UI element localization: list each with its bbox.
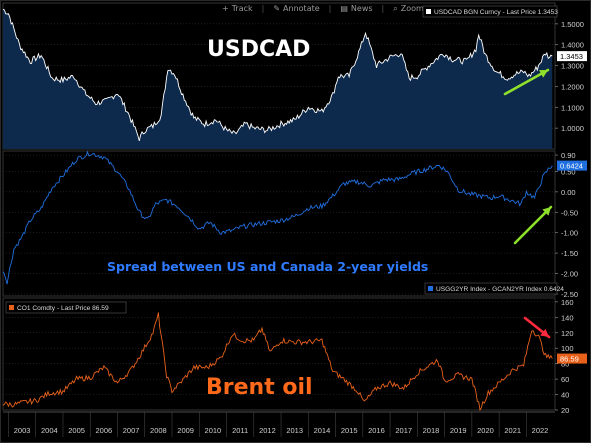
legend-label: USDCAD BGN Curncy - Last Price 1.3453 <box>434 9 558 16</box>
chart-toolbar: + Track | ✎ Annotate | ▤ News | ⌕ Zoom <box>222 2 424 15</box>
last-price-tag-label: 86.59 <box>560 355 579 364</box>
panel-3: 160 140 120 100 80 60 40 20 86.59 CO1 Comdty - La… <box>2 297 587 415</box>
zoom-button[interactable]: ⌕ Zoom <box>393 3 424 14</box>
spread-title: Spread between US and Canada 2-year yiel… <box>107 259 428 274</box>
crosshair-icon: + <box>222 4 229 13</box>
x-tick-label: 2005 <box>68 426 85 435</box>
x-tick-label: 2013 <box>286 426 303 435</box>
y-tick-label: 120 <box>561 329 574 338</box>
x-tick-label: 2015 <box>341 426 358 435</box>
legend-label: USGG2YR Index - GCAN2YR Index 0.6424 <box>436 286 564 293</box>
y-tick-label: 1.2000 <box>561 82 584 91</box>
brent-down-arrow <box>523 316 551 339</box>
toolbar-divider: | <box>328 4 332 13</box>
x-tick-label: 2021 <box>504 426 521 435</box>
x-tick-label: 2007 <box>123 426 140 435</box>
news-icon: ▤ <box>340 4 348 13</box>
x-tick-label: 2020 <box>477 426 494 435</box>
last-price-tag-label: 1.3453 <box>560 52 583 61</box>
y-tick-label: -1.00 <box>561 229 578 238</box>
y-tick-label: 0.90 <box>561 151 576 160</box>
y-tick-label: 1.0000 <box>561 124 584 133</box>
brent-series-line <box>2 312 553 412</box>
spread-up-arrow <box>513 205 553 245</box>
x-tick-label: 2017 <box>395 426 412 435</box>
y-tick-label: 1.1000 <box>561 103 584 112</box>
x-tick-label: 2008 <box>150 426 167 435</box>
y-tick-label: 40 <box>561 391 569 400</box>
panel-border <box>2 150 556 297</box>
y-tick-label: -1.50 <box>561 249 578 258</box>
x-tick-label: 2012 <box>259 426 276 435</box>
news-button[interactable]: ▤ News <box>340 4 373 13</box>
y-tick-label: 1.5000 <box>561 20 584 29</box>
pencil-icon: ✎ <box>273 4 281 13</box>
magnifier-icon: ⌕ <box>393 3 398 13</box>
panel-2: 0.90 0.50 0.00 -0.50 -1.00 -1.50 -2.00 -2.50 0.6… <box>2 150 587 299</box>
x-axis: 2003 2004 2005 2006 2007 2008 2009 2010 2011 2012… <box>3 411 555 437</box>
legend-box <box>5 301 127 314</box>
y-tick-label: 100 <box>561 344 574 353</box>
last-price-tag <box>557 51 587 62</box>
usdcad-area-fill <box>3 9 553 149</box>
usdcad-up-arrow <box>503 68 550 96</box>
y-tick-label: 140 <box>561 313 574 322</box>
legend-swatch <box>428 286 433 291</box>
x-tick-label: 2019 <box>450 426 467 435</box>
y-tick-label: 1.4000 <box>561 41 584 50</box>
last-price-tag <box>557 353 587 364</box>
x-tick-label: 2006 <box>96 426 113 435</box>
x-tick-label: 2010 <box>205 426 222 435</box>
toolbar-divider: | <box>381 4 385 13</box>
spread-series-line <box>2 150 553 285</box>
legend-box <box>422 5 558 18</box>
legend-box <box>424 282 558 295</box>
y-tick-label: 160 <box>561 298 574 307</box>
x-tick-label: 2022 <box>532 426 549 435</box>
x-tick-label: 2016 <box>368 426 385 435</box>
legend-swatch <box>426 9 431 14</box>
usdcad-title: USDCAD <box>207 37 310 62</box>
x-tick-label: 2011 <box>232 426 248 435</box>
y-tick-label: 60 <box>561 375 569 384</box>
y-tick-label: -2.00 <box>561 270 578 279</box>
last-price-tag <box>557 160 587 171</box>
last-price-tag-label: 0.6424 <box>560 162 583 171</box>
x-tick-label: 2004 <box>41 426 58 435</box>
legend-label: CO1 Comdty - Last Price 86.59 <box>17 305 109 312</box>
track-button[interactable]: + Track <box>222 4 253 13</box>
y-tick-label: -2.50 <box>561 290 578 299</box>
brent-title: Brent oil <box>206 375 313 400</box>
usdcad-series-line <box>2 8 553 142</box>
y-tick-label: 20 <box>561 406 569 415</box>
y-tick-label: -0.50 <box>561 208 578 217</box>
x-tick-label: 2014 <box>314 426 331 435</box>
panel-1: 1.5000 1.4000 1.3000 1.2000 1.1000 1.0000 1.34… <box>2 2 587 150</box>
y-tick-label: 80 <box>561 360 569 369</box>
x-tick-label: 2003 <box>14 426 31 435</box>
x-tick-label: 2009 <box>177 426 194 435</box>
y-tick-label: 0.00 <box>561 188 576 197</box>
annotate-button[interactable]: ✎ Annotate <box>273 4 320 13</box>
legend-swatch <box>9 305 14 310</box>
y-tick-label: 0.50 <box>561 167 576 176</box>
toolbar-divider: | <box>261 4 265 13</box>
x-tick-label: 2018 <box>423 426 440 435</box>
y-tick-label: 1.3000 <box>561 62 584 71</box>
